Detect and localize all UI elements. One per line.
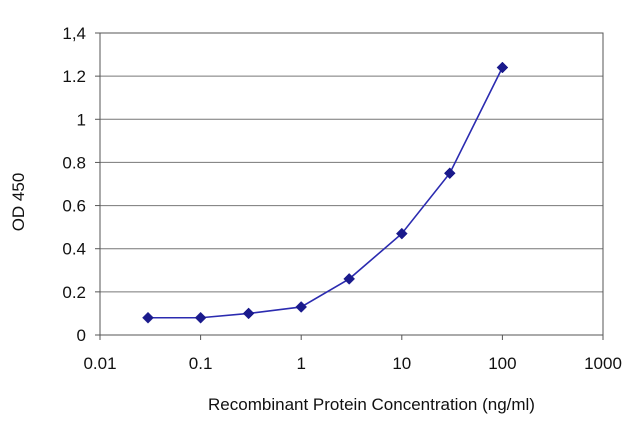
y-tick-label: 0.2 (62, 283, 86, 302)
y-tick-label: 0.6 (62, 197, 86, 216)
y-tick-label: 0.4 (62, 240, 86, 259)
series-line (142, 61, 509, 324)
y-tick-label: 1,4 (62, 24, 86, 43)
data-point-marker (395, 227, 408, 240)
y-axis-ticks: 0 0.2 0.4 0.6 0.8 1 1.2 1,4 (62, 24, 100, 345)
y-tick-label: 1.2 (62, 67, 86, 86)
data-point-marker (142, 311, 154, 324)
x-axis-label: Recombinant Protein Concentration (ng/ml… (208, 395, 535, 414)
data-point-marker (194, 311, 207, 324)
x-tick-label: 100 (488, 354, 516, 373)
data-point-marker (242, 307, 255, 320)
x-tick-label: 0.1 (189, 354, 213, 373)
data-point-marker (295, 301, 308, 313)
y-tick-label: 0.8 (62, 153, 86, 172)
x-tick-label: 10 (392, 354, 411, 373)
y-axis-label: OD 450 (9, 173, 28, 232)
x-tick-label: 1 (296, 354, 305, 373)
series-polyline (147, 67, 504, 319)
x-tick-label: 0.01 (83, 354, 116, 373)
y-tick-label: 0 (77, 326, 86, 345)
y-tick-label: 1 (77, 110, 86, 129)
data-point-marker (496, 61, 509, 74)
data-point-marker (443, 167, 456, 180)
horizontal-gridlines (100, 75, 603, 293)
x-axis-ticks: 0.01 0.1 1 10 100 1000 (83, 335, 622, 373)
data-point-marker (343, 273, 356, 285)
x-tick-label: 1000 (584, 354, 622, 373)
plot-area-frame (99, 32, 604, 336)
